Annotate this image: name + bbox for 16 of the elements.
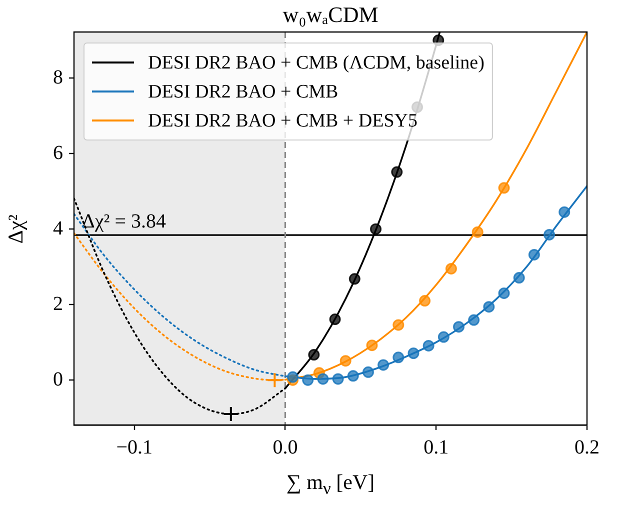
x-tick-label: 0.0 <box>272 436 298 458</box>
x-tick-label: 0.2 <box>574 436 600 458</box>
x-axis-title: ∑ m$_{ν}$ [eV] <box>286 470 375 500</box>
chart-title: w₀wₐCDM <box>282 2 378 28</box>
y-tick-label: 6 <box>53 142 63 164</box>
ref-line-label: Δχ² = 3.84 <box>82 210 166 232</box>
x-tick-label: 0.1 <box>424 436 449 458</box>
legend-label: DESI DR2 BAO + CMB <box>148 81 338 102</box>
y-tick-label: 8 <box>53 66 63 88</box>
y-tick-label: 2 <box>53 292 63 315</box>
y-tick-label: 4 <box>53 217 63 240</box>
y-axis-title: Δχ² <box>4 214 28 244</box>
y-tick-label: 0 <box>53 368 63 390</box>
legend-label: DESI DR2 BAO + CMB + DESY5 <box>148 110 418 132</box>
legend-label: DESI DR2 BAO + CMB (ΛCDM, baseline) <box>148 52 484 74</box>
x-tick-label: −0.1 <box>116 436 152 458</box>
